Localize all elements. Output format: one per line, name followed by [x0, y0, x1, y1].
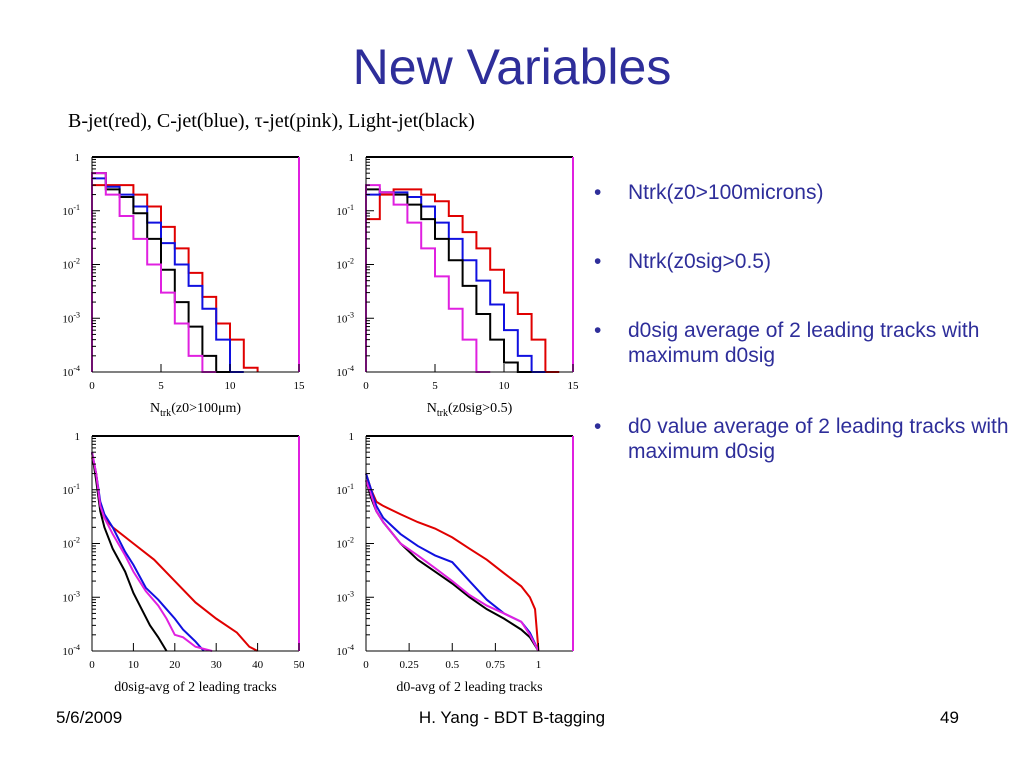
bullet-list: • Ntrk(z0>100microns) • Ntrk(z0sig>0.5) …	[594, 180, 1014, 508]
bullet-marker: •	[594, 415, 602, 438]
y-tick-exponent: -4	[347, 643, 354, 652]
x-tick-label: 0.75	[486, 659, 506, 671]
x-tick-label: 0	[363, 380, 369, 392]
bullet-item: • d0 value average of 2 leading tracks w…	[594, 414, 1014, 464]
y-tick-label: 10-1	[62, 203, 80, 218]
hist-series	[91, 451, 213, 652]
x-tick-label: 50	[294, 659, 306, 671]
bullet-item: • Ntrk(z0>100microns)	[594, 180, 1014, 205]
y-tick-label: 1	[75, 431, 81, 443]
y-tick-exponent: -2	[347, 536, 354, 545]
y-tick-exponent: -2	[73, 536, 80, 545]
x-axis-label-rest: (z0>100μm)	[171, 401, 241, 416]
hist-series	[91, 184, 259, 372]
hist-series	[365, 473, 540, 652]
hist-series	[365, 479, 540, 652]
hist-series	[91, 457, 259, 652]
x-tick-label: 0	[363, 659, 369, 671]
y-tick-label: 10-3	[336, 310, 354, 325]
y-tick-exponent: -3	[73, 589, 80, 598]
y-tick-exponent: -1	[347, 482, 354, 491]
hist-series	[91, 172, 217, 373]
hist-series	[91, 172, 230, 373]
x-tick-label: 0	[89, 380, 95, 392]
y-tick-label: 10-1	[62, 482, 80, 497]
bullet-marker: •	[594, 181, 602, 204]
y-tick-label: 10-3	[62, 310, 80, 325]
y-tick-label: 10-3	[62, 589, 80, 604]
x-axis-label: Ntrk(z0>100μm)	[150, 401, 241, 419]
plot-1: 1 10-1 10-2 10-3 10-4 0 5 10 15 Ntrk(z0>100μm)	[62, 152, 305, 419]
bullet-text: d0 value average of 2 leading tracks wit…	[628, 415, 1009, 463]
x-tick-label: 10	[499, 380, 511, 392]
x-tick-label: 1	[536, 659, 542, 671]
y-tick-exponent: -1	[73, 203, 80, 212]
y-tick-label: 10-2	[336, 536, 354, 551]
y-tick-label: 10-4	[336, 643, 354, 658]
y-tick-label: 10-2	[62, 257, 80, 272]
y-tick-label: 1	[349, 152, 355, 164]
x-tick-label: 20	[169, 659, 181, 671]
y-tick-label: 10-4	[336, 364, 354, 379]
bullet-item: • Ntrk(z0sig>0.5)	[594, 249, 1014, 274]
footer-date: 5/6/2009	[56, 708, 123, 727]
x-tick-label: 0.25	[400, 659, 420, 671]
y-tick-label: 10-4	[62, 643, 80, 658]
hist-series	[365, 184, 491, 373]
plot-4: 1 10-1 10-2 10-3 10-4 0 0.25 0.5 0.75 1 d0-avg of …	[336, 431, 574, 695]
x-axis-label: Ntrk(z0sig>0.5)	[427, 401, 513, 419]
y-tick-label: 10-4	[62, 364, 80, 379]
bullet-text: Ntrk(z0sig>0.5)	[628, 250, 771, 273]
y-tick-label: 10-2	[62, 536, 80, 551]
x-axis-label-sub: trk	[160, 408, 171, 419]
y-tick-exponent: -1	[73, 482, 80, 491]
y-tick-exponent: -2	[73, 257, 80, 266]
x-tick-label: 30	[211, 659, 223, 671]
bullet-text: d0sig average of 2 leading tracks with m…	[628, 319, 980, 367]
footer-page: 49	[940, 708, 959, 727]
plots-area: 110-110-210-310-40 5 10 15Ntrk(z0>100μm)110…	[62, 152, 579, 695]
bullet-item: • d0sig average of 2 leading tracks with…	[594, 318, 1014, 368]
y-tick-label: 10-1	[336, 482, 354, 497]
legend-caption: B-jet(red), C-jet(blue), τ-jet(pink), Li…	[68, 110, 475, 132]
x-tick-label: 10	[128, 659, 140, 671]
y-tick-exponent: -3	[347, 310, 354, 319]
x-tick-label: 15	[294, 380, 306, 392]
y-tick-exponent: -4	[73, 364, 80, 373]
bullet-marker: •	[594, 319, 602, 342]
y-tick-exponent: -4	[73, 643, 80, 652]
hist-series	[365, 480, 540, 652]
plot-2: 1 10-1 10-2 10-3 10-4 0 5 10 15 Ntrk(z0sig>0.5)	[336, 152, 579, 419]
hist-series	[365, 191, 546, 373]
slide-title: New Variables	[352, 39, 672, 95]
y-tick-exponent: -3	[347, 589, 354, 598]
x-axis-label-rest: (z0sig>0.5)	[448, 401, 513, 416]
plot-3: 1 10-1 10-2 10-3 10-4 0 10 20 30 40 50 d0sig-avg of…	[62, 431, 305, 695]
x-tick-label: 5	[158, 380, 164, 392]
y-tick-label: 10-3	[336, 589, 354, 604]
x-tick-label: 40	[252, 659, 264, 671]
x-axis-label: d0sig-avg of 2 leading tracks	[114, 680, 277, 695]
x-axis-label: d0-avg of 2 leading tracks	[396, 680, 542, 695]
y-tick-label: 1	[349, 431, 355, 443]
bullet-text: Ntrk(z0>100microns)	[628, 181, 824, 204]
x-tick-label: 15	[568, 380, 580, 392]
hist-series	[91, 452, 168, 652]
y-tick-exponent: -1	[347, 203, 354, 212]
bullet-marker: •	[594, 250, 602, 273]
y-tick-exponent: -4	[347, 364, 354, 373]
y-tick-exponent: -2	[347, 257, 354, 266]
y-tick-label: 10-2	[336, 257, 354, 272]
x-tick-label: 0.5	[445, 659, 459, 671]
y-tick-label: 1	[75, 152, 81, 164]
x-axis-label-sub: trk	[437, 408, 448, 419]
y-tick-exponent: -3	[73, 310, 80, 319]
y-tick-label: 10-1	[336, 203, 354, 218]
x-tick-label: 0	[89, 659, 95, 671]
footer-center: H. Yang - BDT B-tagging	[418, 708, 606, 727]
x-tick-label: 5	[432, 380, 438, 392]
x-tick-label: 10	[225, 380, 237, 392]
hist-series	[91, 177, 244, 373]
